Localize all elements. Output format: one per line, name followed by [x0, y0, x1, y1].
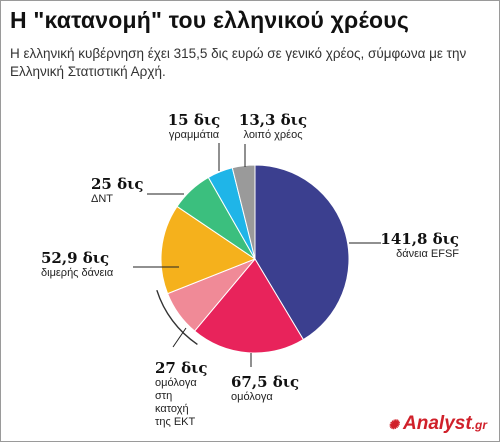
slice-desc-label-4: ΔΝΤ	[91, 193, 113, 205]
logo-tld: .gr	[471, 418, 487, 432]
slice-value-label-3: 52,9 δις	[41, 249, 109, 267]
slice-desc-label-6: λοιπό χρέος	[243, 129, 302, 141]
slice-desc-label-2: ομόλογα	[155, 377, 197, 389]
pie-slice-0	[254, 164, 350, 341]
page-subtitle: Η ελληνική κυβέρνηση έχει 315,5 δις ευρώ…	[10, 46, 467, 79]
pie-slice-6	[231, 164, 256, 260]
slice-value-label-6: 13,3 δις	[239, 111, 307, 129]
slice-value-label-5: 15 δις	[168, 111, 221, 129]
pie-slice-1	[193, 258, 305, 354]
slice-desc-label-3: διμερής δάνεια	[41, 267, 114, 279]
analyst-logo: ✺ Analyst .gr	[388, 413, 487, 435]
pie-slice-3	[160, 205, 257, 295]
slice-desc-label-1: ομόλογα	[231, 391, 273, 403]
slice-desc-label-2: της ΕΚΤ	[155, 416, 195, 428]
logo-name: Analyst	[403, 413, 472, 434]
slice-value-label-0: 141,8 δις	[380, 230, 459, 248]
logo-swirl-icon: ✺	[388, 417, 400, 432]
leader-line-2	[172, 327, 187, 348]
slice-value-label-1: 67,5 δις	[231, 373, 299, 391]
slice-desc-label-5: γραμμάτια	[169, 129, 220, 141]
slice-desc-label-0: δάνεια EFSF	[396, 248, 459, 260]
slice-value-label-2: 27 δις	[155, 359, 208, 377]
page-title: Η "κατανομή" του ελληνικού χρέους	[10, 7, 410, 33]
ecb-bracket-arc	[156, 289, 198, 345]
slice-desc-label-2: στη	[155, 390, 172, 402]
slice-value-label-4: 25 δις	[91, 175, 144, 193]
slice-desc-label-2: κατοχή	[155, 403, 189, 415]
